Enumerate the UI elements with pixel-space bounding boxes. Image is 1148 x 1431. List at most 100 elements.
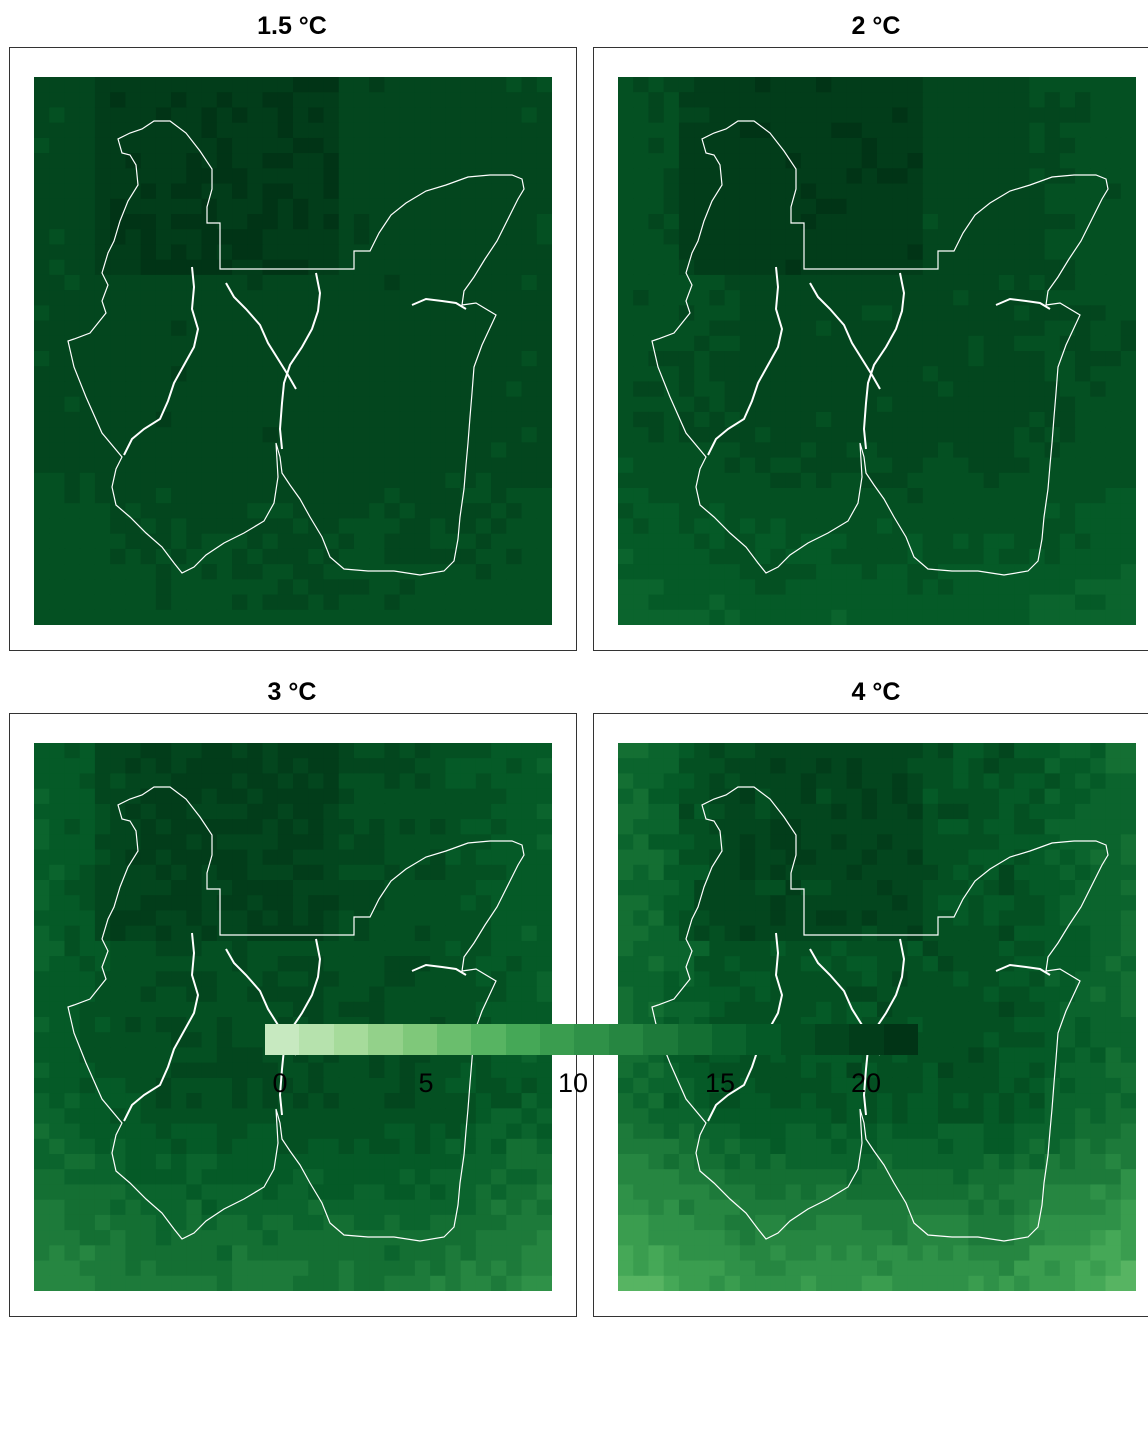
raster-cell <box>34 411 50 428</box>
raster-cell <box>521 548 538 565</box>
raster-cell <box>430 411 446 428</box>
raster-cell <box>64 533 81 550</box>
raster-cell <box>618 758 634 775</box>
raster-cell <box>430 427 446 443</box>
raster-cell <box>648 366 665 383</box>
raster-cell <box>816 1184 832 1201</box>
raster-cell <box>475 503 492 520</box>
raster-cell <box>445 198 462 215</box>
raster-cell <box>399 305 416 322</box>
raster-cell <box>937 259 954 276</box>
raster-cell <box>1090 1214 1107 1231</box>
raster-cell <box>247 773 264 790</box>
raster-cell <box>1075 1001 1091 1018</box>
raster-cell <box>877 1062 893 1079</box>
raster-cell <box>907 457 924 474</box>
raster-cell <box>140 533 157 550</box>
raster-cell <box>293 411 309 428</box>
colorbar-swatch <box>402 1024 437 1055</box>
raster-cell <box>201 92 218 109</box>
raster-cell <box>709 305 726 322</box>
raster-cell <box>399 1123 416 1140</box>
raster-cell <box>414 153 431 169</box>
raster-cell <box>64 579 81 596</box>
raster-cell <box>755 442 771 459</box>
raster-cell <box>506 1260 523 1277</box>
raster-cell <box>201 198 218 215</box>
raster-cell <box>1090 1077 1107 1094</box>
raster-cell <box>998 609 1015 625</box>
raster-cell <box>384 137 401 154</box>
raster-cell <box>663 442 680 459</box>
raster-cell <box>110 77 127 93</box>
raster-cell <box>414 834 431 851</box>
raster-cell <box>877 1093 893 1109</box>
raster-cell <box>369 1260 386 1277</box>
raster-cell <box>64 1199 81 1216</box>
raster-cell <box>338 1275 355 1291</box>
raster-cell <box>1059 758 1076 775</box>
raster-cell <box>983 366 1000 383</box>
raster-cell <box>445 153 462 169</box>
raster-cell <box>816 1169 832 1186</box>
raster-cell <box>694 274 711 291</box>
raster-cell <box>64 472 81 489</box>
raster-cell <box>922 92 939 109</box>
raster-cell <box>755 548 771 565</box>
raster-cell <box>521 77 538 93</box>
raster-cell <box>937 244 954 261</box>
raster-cell <box>770 396 787 413</box>
raster-cell <box>663 564 680 580</box>
raster-cell <box>633 849 650 866</box>
raster-cell <box>399 335 416 352</box>
raster-cell <box>739 910 756 927</box>
raster-cell <box>648 1154 665 1170</box>
raster-cell <box>34 788 50 805</box>
raster-cell <box>709 940 726 957</box>
raster-cell <box>998 1108 1015 1125</box>
raster-cell <box>648 77 665 93</box>
raster-cell <box>155 1199 172 1216</box>
river-line <box>225 282 297 390</box>
raster-cell <box>125 1184 142 1201</box>
raster-cell <box>338 1062 355 1079</box>
raster-cell <box>907 1275 924 1291</box>
raster-cell <box>861 274 878 291</box>
raster-cell <box>308 168 325 185</box>
raster-cell <box>369 244 386 261</box>
raster-cell <box>724 1138 741 1155</box>
raster-cell <box>800 411 817 428</box>
raster-cell <box>1029 122 1046 139</box>
raster-cell <box>110 743 127 759</box>
raster-cell <box>907 849 924 866</box>
raster-cell <box>201 366 218 383</box>
raster-cell <box>536 1154 552 1170</box>
raster-cell <box>709 548 726 565</box>
raster-cell <box>968 351 985 367</box>
raster-cell <box>724 849 741 866</box>
raster-cell <box>216 457 233 474</box>
raster-cell <box>755 834 771 851</box>
raster-cell <box>216 214 233 230</box>
raster-cell <box>110 153 127 169</box>
raster-cell <box>1014 1123 1030 1140</box>
raster-cell <box>94 594 111 611</box>
raster-cell <box>369 442 386 459</box>
raster-cell <box>800 864 817 881</box>
raster-cell <box>937 274 954 291</box>
raster-cell <box>709 1062 726 1079</box>
raster-cell <box>678 773 695 790</box>
raster-cell <box>34 1199 50 1216</box>
raster-cell <box>983 396 1000 413</box>
raster-cell <box>34 1062 50 1079</box>
raster-cell <box>724 758 741 775</box>
raster-cell <box>785 819 802 835</box>
raster-cell <box>1059 1260 1076 1277</box>
raster-cell <box>79 457 96 474</box>
raster-cell <box>353 1169 370 1186</box>
raster-cell <box>536 290 552 306</box>
raster-cell <box>216 442 233 459</box>
raster-cell <box>491 214 507 230</box>
raster-cell <box>1090 411 1107 428</box>
raster-cell <box>1075 548 1091 565</box>
